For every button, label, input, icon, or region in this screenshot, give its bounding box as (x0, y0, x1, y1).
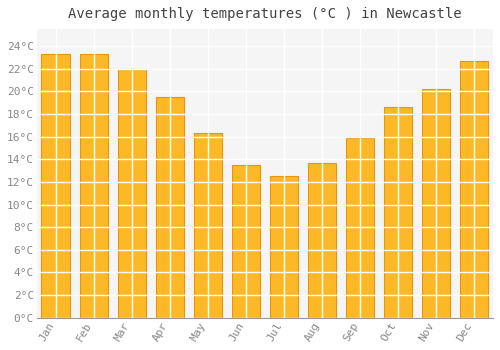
Bar (42, 54, 70, 318)
Bar (422, 89, 450, 318)
Bar (270, 176, 298, 318)
Bar (346, 138, 374, 318)
Bar (118, 69, 146, 318)
Bar (232, 165, 260, 318)
Bar (156, 97, 184, 318)
Bar (80, 54, 108, 318)
Title: Average monthly temperatures (°C ) in Newcastle: Average monthly temperatures (°C ) in Ne… (68, 7, 462, 21)
Bar (460, 61, 488, 318)
Bar (384, 107, 412, 318)
Bar (308, 163, 336, 318)
Bar (194, 133, 222, 318)
